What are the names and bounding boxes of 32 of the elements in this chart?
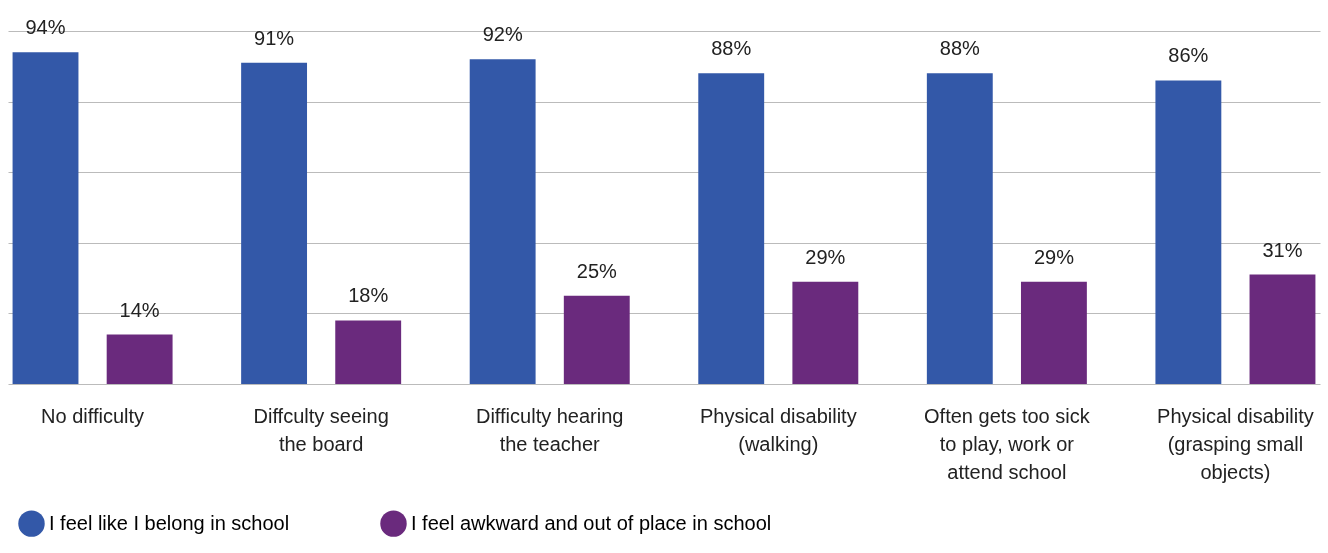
x-tick-label: Diffculty seeing the board bbox=[253, 404, 389, 455]
bar bbox=[12, 52, 79, 384]
bar bbox=[1249, 274, 1316, 384]
data-label: 14% bbox=[119, 298, 160, 321]
data-label: 25% bbox=[576, 259, 617, 282]
bar bbox=[792, 281, 859, 384]
x-tick-label: Physical disability (grasping small objects) bbox=[1157, 404, 1314, 483]
bar bbox=[698, 73, 765, 384]
bar bbox=[241, 62, 308, 384]
x-tick-label: Difficulty hearing the teacher bbox=[475, 404, 624, 455]
data-label: 88% bbox=[939, 37, 981, 60]
bar bbox=[563, 295, 630, 384]
bar bbox=[1155, 80, 1222, 384]
data-label: 86% bbox=[1168, 44, 1209, 67]
x-tick-label: No difficulty bbox=[41, 404, 145, 427]
bar bbox=[469, 59, 536, 384]
bar bbox=[1020, 281, 1087, 384]
data-label: 88% bbox=[711, 37, 752, 60]
data-label: 31% bbox=[1262, 238, 1303, 261]
bar bbox=[926, 73, 993, 384]
bar bbox=[335, 320, 402, 384]
x-tick-label: Physical disability (walking) bbox=[699, 404, 857, 455]
legend-label: I feel awkward and out of place in school bbox=[411, 511, 772, 534]
data-label: 18% bbox=[348, 284, 389, 307]
data-label: 29% bbox=[805, 245, 846, 268]
data-label: 91% bbox=[254, 26, 295, 49]
legend-label: I feel like I belong in school bbox=[49, 511, 290, 534]
data-label: 29% bbox=[1033, 245, 1075, 268]
x-tick-label: Often gets too sick to play, work or attend school bbox=[924, 404, 1091, 483]
bar bbox=[106, 334, 173, 384]
data-label: 94% bbox=[25, 16, 66, 39]
data-label: 92% bbox=[482, 23, 523, 46]
